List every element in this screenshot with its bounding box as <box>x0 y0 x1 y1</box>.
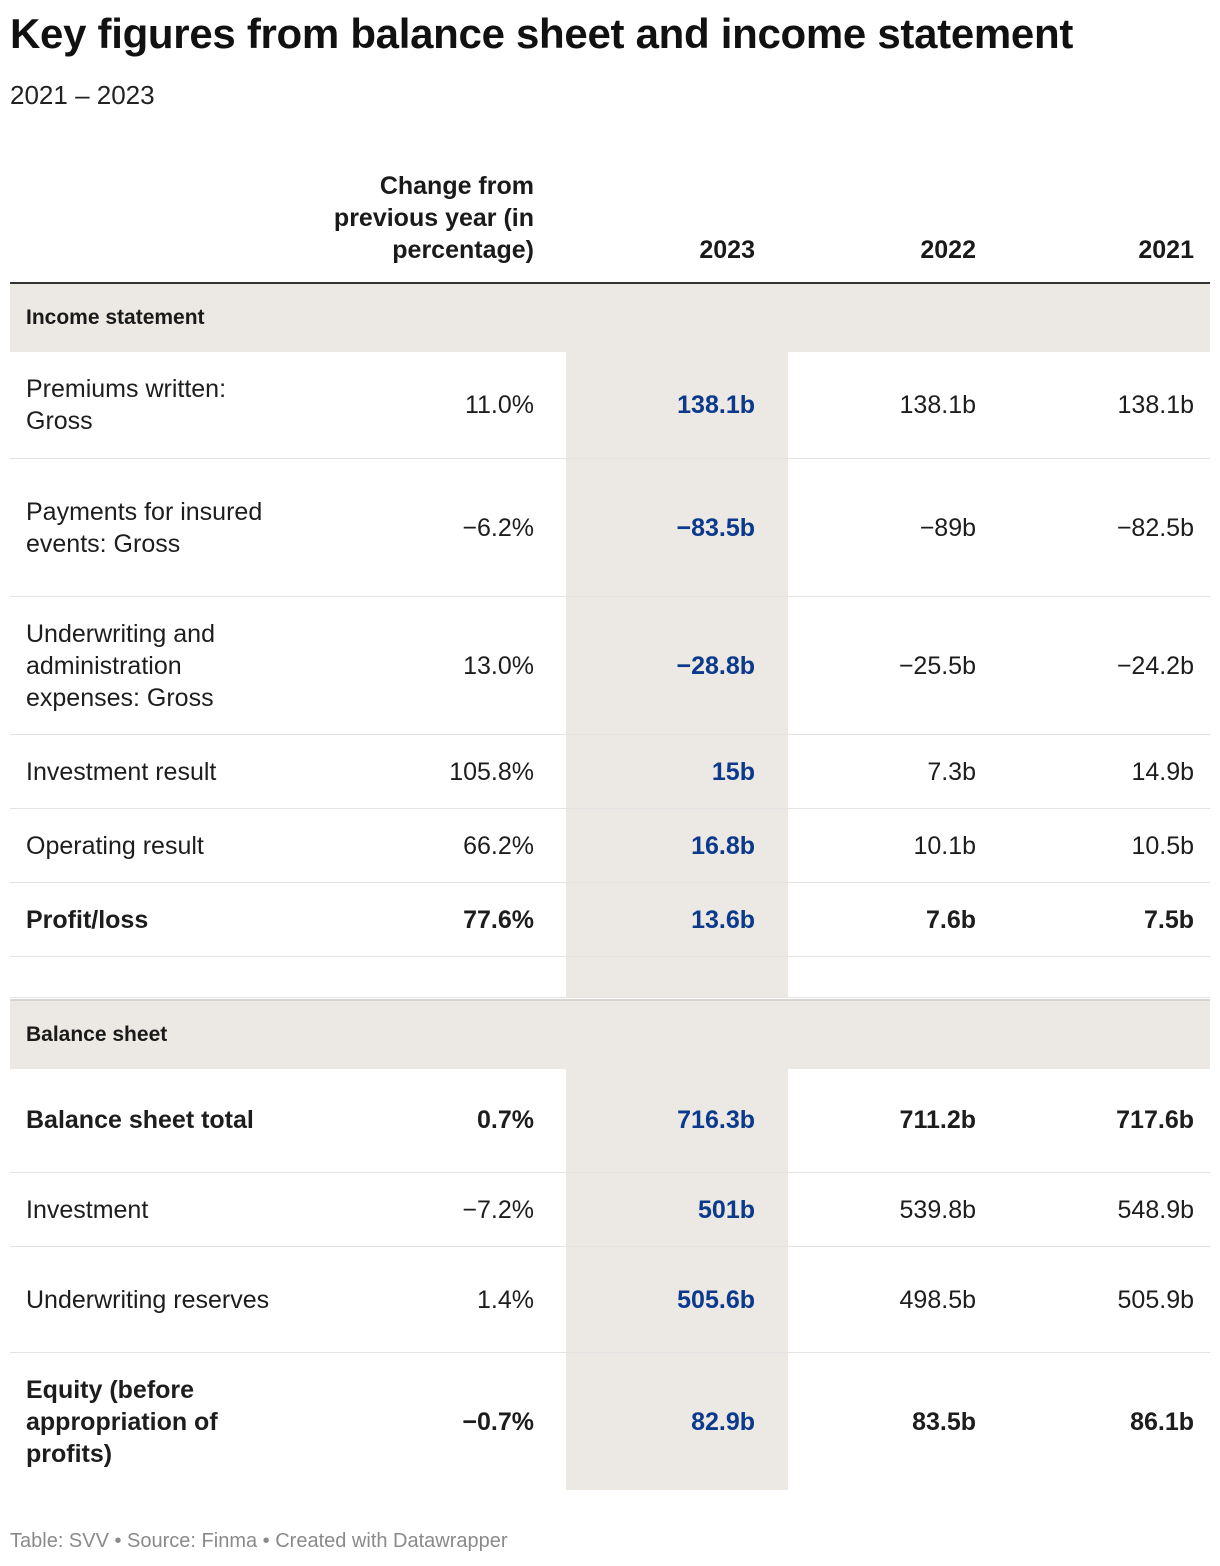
row-label: Operating result <box>26 831 204 860</box>
row-value-2022: −89b <box>919 513 976 542</box>
row-label: Underwriting and administration expenses… <box>26 619 215 712</box>
row-change: 11.0% <box>464 391 534 419</box>
row-value-2022: 138.1b <box>899 391 976 419</box>
row-change: 105.8% <box>449 757 534 786</box>
spacer-row <box>10 957 1210 998</box>
row-value-2022: 539.8b <box>899 1195 976 1224</box>
row-value-2023: 15b <box>711 757 755 786</box>
row-value-2023: 13.6b <box>691 905 755 934</box>
row-value-2023: −83.5b <box>676 513 755 542</box>
table-row: Underwriting and administration expenses… <box>10 597 1210 735</box>
row-label: Investment <box>26 1195 149 1224</box>
table-row-total: Equity (before appropriation of profits)… <box>10 1353 1210 1490</box>
row-label: Balance sheet total <box>26 1106 254 1134</box>
row-label: Profit/loss <box>26 905 149 934</box>
header-2021: 2021 <box>1138 236 1194 264</box>
row-value-2021: −24.2b <box>1116 651 1194 680</box>
section-income-statement: Income statement <box>10 284 1210 352</box>
table-row: Payments for insured events: Gross −6.2%… <box>10 459 1210 597</box>
section-balance-sheet: Balance sheet <box>10 999 1210 1069</box>
table-header: Change from previous year (in percentage… <box>10 168 1210 286</box>
row-value-2021: 10.5b <box>1131 831 1194 860</box>
table-row-total: Profit/loss 77.6% 13.6b 7.6b 7.5b <box>10 883 1210 957</box>
row-label: Equity (before appropriation of profits) <box>26 1375 218 1468</box>
section-label: Balance sheet <box>26 1023 168 1046</box>
row-value-2022: 498.5b <box>899 1285 976 1314</box>
row-value-2021: 505.9b <box>1117 1285 1194 1314</box>
section-label: Income statement <box>26 306 205 329</box>
header-2022: 2022 <box>920 236 976 264</box>
row-value-2021: −82.5b <box>1116 513 1194 542</box>
row-value-2023: 82.9b <box>691 1407 755 1436</box>
row-value-2023: 501b <box>698 1195 755 1224</box>
row-value-2021: 138.1b <box>1117 391 1194 419</box>
row-value-2023: 505.6b <box>677 1285 755 1314</box>
table-row: Underwriting reserves 1.4% 505.6b 498.5b… <box>10 1247 1210 1353</box>
row-value-2023: 16.8b <box>691 831 755 860</box>
header-2023: 2023 <box>699 236 755 264</box>
footer-credits: Table: SVV • Source: Finma • Created wit… <box>10 1530 508 1552</box>
highlight-column-2023-income <box>566 352 788 998</box>
row-value-2023: 716.3b <box>677 1106 755 1134</box>
row-value-2021: 717.6b <box>1116 1106 1194 1134</box>
row-value-2021: 86.1b <box>1130 1407 1194 1436</box>
table-row: Premiums written: Gross 11.0% 138.1b 138… <box>10 352 1210 459</box>
highlight-column-2023-balance <box>566 1068 788 1490</box>
row-value-2022: 711.2b <box>899 1106 976 1134</box>
row-value-2022: 10.1b <box>913 831 976 860</box>
row-change: −0.7% <box>462 1407 534 1436</box>
row-value-2021: 14.9b <box>1131 757 1194 786</box>
row-label: Payments for insured events: Gross <box>26 497 263 558</box>
row-change: 77.6% <box>463 905 534 934</box>
row-value-2022: 7.6b <box>925 905 976 934</box>
table-row: Operating result 66.2% 16.8b 10.1b 10.5b <box>10 809 1210 883</box>
row-change: 13.0% <box>463 651 534 680</box>
row-value-2022: −25.5b <box>898 651 976 680</box>
row-value-2022: 83.5b <box>912 1407 976 1436</box>
row-value-2021: 548.9b <box>1117 1195 1194 1224</box>
chart-title: Key figures from balance sheet and incom… <box>10 10 1074 57</box>
row-change: −6.2% <box>462 513 534 542</box>
table-row: Investment −7.2% 501b 539.8b 548.9b <box>10 1173 1210 1247</box>
table-row: Investment result 105.8% 15b 7.3b 14.9b <box>10 735 1210 809</box>
row-value-2022: 7.3b <box>927 757 976 786</box>
row-change: 1.4% <box>477 1285 534 1314</box>
row-label: Premiums written: Gross <box>26 375 227 435</box>
row-value-2023: −28.8b <box>676 651 755 680</box>
row-value-2021: 7.5b <box>1143 905 1194 934</box>
header-change: Change from previous year (in percentage… <box>333 172 534 264</box>
row-label: Investment result <box>26 757 217 786</box>
row-change: 66.2% <box>463 831 534 860</box>
chart-subtitle: 2021 – 2023 <box>10 80 155 110</box>
row-label: Underwriting reserves <box>26 1285 270 1314</box>
table-row-total: Balance sheet total 0.7% 716.3b 711.2b 7… <box>10 1068 1210 1173</box>
row-value-2023: 138.1b <box>677 391 755 419</box>
row-change: 0.7% <box>477 1106 534 1134</box>
row-change: −7.2% <box>462 1195 534 1224</box>
